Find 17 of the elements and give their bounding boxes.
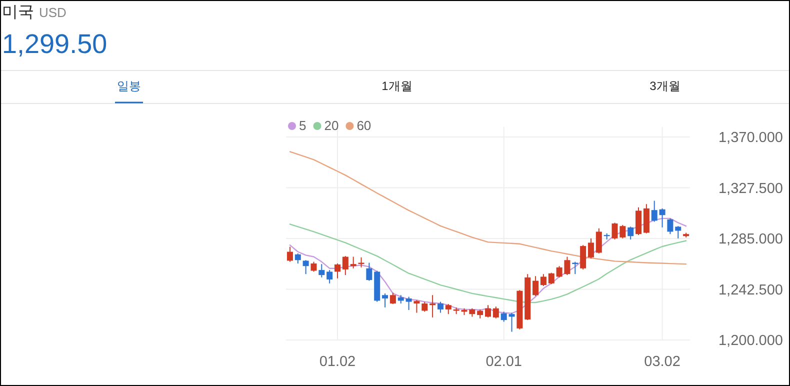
- y-tick-label: 1,200.000: [718, 333, 783, 349]
- text: 미국: [2, 4, 34, 21]
- text: USD: [39, 5, 66, 20]
- legend-label: 5: [299, 118, 306, 133]
- y-tick-label: 1,285.000: [718, 232, 783, 248]
- text: 3개월: [650, 79, 680, 93]
- text: 1,299.50: [2, 29, 108, 59]
- text: 일봉: [117, 79, 141, 93]
- x-tick-label: 01.02: [319, 354, 356, 370]
- legend-label: 20: [324, 118, 339, 133]
- y-tick-label: 1,327.500: [718, 180, 783, 197]
- x-tick-label: 03.02: [644, 354, 680, 370]
- legend-label: 60: [356, 118, 372, 133]
- x-tick-label: 02.01: [486, 354, 522, 370]
- y-tick-label: 1,370.000: [718, 130, 783, 146]
- y-tick-label: 1,242.500: [718, 282, 783, 298]
- text: 1개월: [382, 79, 412, 93]
